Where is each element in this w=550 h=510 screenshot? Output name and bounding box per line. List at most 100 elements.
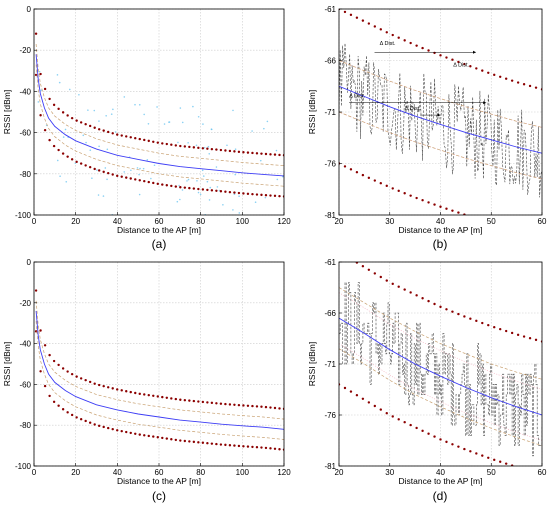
envelope-point bbox=[116, 133, 119, 136]
sample-point bbox=[38, 70, 41, 73]
y-tick-label: -100 bbox=[15, 462, 32, 471]
envelope-point bbox=[451, 209, 454, 212]
envelope-point bbox=[143, 434, 146, 437]
sample-point bbox=[232, 109, 234, 112]
envelope-point bbox=[403, 288, 406, 291]
y-tick-label: 0 bbox=[27, 258, 32, 267]
envelope-point bbox=[161, 395, 164, 399]
y-tick-label: 0 bbox=[27, 5, 32, 14]
envelope-point bbox=[522, 335, 526, 338]
envelope-point bbox=[188, 145, 191, 149]
envelope-point bbox=[264, 446, 268, 450]
envelope-point bbox=[373, 272, 377, 275]
envelope-point bbox=[70, 372, 74, 376]
envelope-point bbox=[102, 425, 105, 429]
sample-point bbox=[276, 178, 279, 181]
envelope-point bbox=[475, 452, 478, 455]
panel-b: Δ Dist. Δ Dist. Δ Dist. Δ Dist. 20 30 40 50 60 -6… bbox=[307, 5, 547, 251]
envelope-point bbox=[415, 294, 418, 297]
sample-point bbox=[114, 131, 117, 133]
envelope-point bbox=[84, 419, 87, 423]
y-tick-label: -80 bbox=[19, 421, 31, 430]
envelope-point bbox=[510, 464, 514, 466]
envelope-point bbox=[134, 178, 137, 181]
envelope-point bbox=[165, 184, 169, 187]
envelope-point bbox=[152, 181, 155, 185]
envelope-point bbox=[57, 363, 60, 367]
envelope-point bbox=[535, 233, 537, 235]
envelope-point bbox=[510, 79, 514, 82]
y-tick-label: -61 bbox=[324, 5, 336, 14]
y-tick-label: -100 bbox=[15, 211, 32, 220]
envelope-point bbox=[138, 392, 141, 396]
envelope-point bbox=[43, 128, 47, 132]
envelope-point bbox=[379, 28, 382, 31]
envelope-point bbox=[165, 396, 169, 399]
envelope-point bbox=[201, 441, 205, 444]
envelope-point bbox=[161, 436, 164, 440]
x-tick-label: 20 bbox=[71, 468, 80, 477]
sample-point bbox=[91, 177, 93, 180]
sample-point bbox=[74, 162, 77, 164]
mean-line bbox=[35, 310, 284, 430]
envelope-point bbox=[373, 404, 377, 408]
envelope-point bbox=[251, 192, 254, 196]
envelope-point bbox=[451, 310, 454, 313]
band-line bbox=[339, 111, 542, 180]
envelope-point bbox=[255, 405, 259, 408]
sample-point bbox=[65, 180, 68, 183]
sample-point bbox=[136, 167, 139, 169]
envelope-point bbox=[215, 189, 218, 193]
envelope-point bbox=[116, 429, 119, 432]
envelope-point bbox=[48, 97, 51, 101]
envelope-point bbox=[522, 83, 526, 86]
envelope-point bbox=[260, 193, 263, 197]
envelope-point bbox=[179, 186, 182, 189]
sample-point bbox=[56, 74, 59, 76]
envelope-point bbox=[349, 168, 353, 171]
envelope-point bbox=[183, 186, 187, 189]
envelope-point bbox=[206, 441, 209, 445]
sample-point bbox=[203, 146, 206, 149]
y-tick-label: -40 bbox=[19, 87, 31, 96]
envelope-point bbox=[43, 384, 47, 388]
envelope-point bbox=[192, 187, 196, 190]
envelope-point bbox=[210, 189, 214, 192]
sample-point bbox=[56, 159, 59, 162]
sample-point bbox=[201, 169, 204, 172]
sample-point bbox=[192, 105, 194, 108]
envelope-point bbox=[75, 375, 78, 378]
envelope-point bbox=[391, 282, 394, 286]
envelope-point bbox=[174, 144, 178, 147]
x-tick-label: 60 bbox=[155, 217, 164, 226]
panel-a: 0 20 40 60 80 100 120 0 -20 -40 -60 -80 -100 Distance… bbox=[2, 5, 291, 251]
sample-point bbox=[263, 127, 265, 130]
envelope-point bbox=[409, 291, 412, 294]
sample-point bbox=[207, 145, 210, 148]
x-tick-label: 120 bbox=[277, 468, 291, 477]
envelope-point bbox=[415, 196, 418, 200]
envelope-point bbox=[278, 448, 281, 451]
envelope-point bbox=[237, 191, 241, 195]
envelope-point bbox=[349, 13, 353, 17]
envelope-point bbox=[493, 73, 496, 77]
sample-point bbox=[238, 212, 241, 214]
envelope-point bbox=[61, 152, 65, 155]
band-line bbox=[339, 60, 542, 128]
sample-point bbox=[259, 159, 262, 162]
envelope-point bbox=[192, 399, 196, 403]
envelope-point bbox=[469, 450, 472, 453]
sample-trace bbox=[339, 282, 542, 457]
sample-point bbox=[168, 121, 171, 123]
envelope-point bbox=[197, 400, 200, 403]
envelope-point bbox=[433, 435, 436, 438]
envelope-point bbox=[246, 151, 250, 154]
envelope-point bbox=[170, 397, 173, 400]
sample-point bbox=[163, 123, 166, 125]
x-tick-label: 30 bbox=[385, 217, 394, 226]
envelope-point bbox=[134, 137, 137, 140]
envelope-point bbox=[66, 411, 69, 414]
envelope-point bbox=[161, 183, 164, 186]
envelope-point bbox=[75, 160, 78, 164]
envelope-point bbox=[152, 435, 155, 438]
